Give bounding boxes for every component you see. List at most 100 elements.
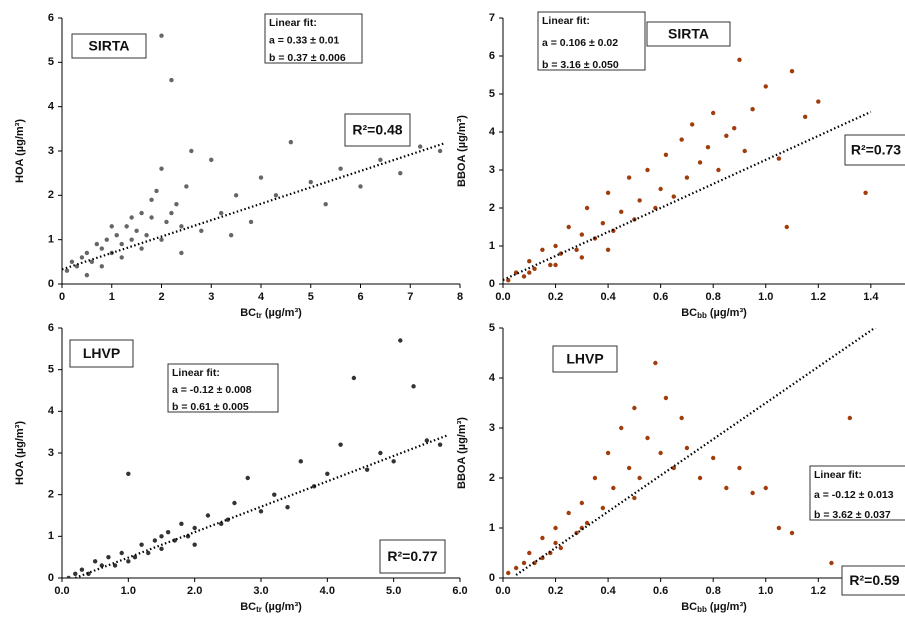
point bbox=[527, 270, 532, 275]
x-axis-label: BCtr (µg/m³) bbox=[240, 307, 302, 320]
x-axis-label: BCbb (µg/m³) bbox=[681, 601, 747, 614]
points bbox=[506, 328, 877, 576]
x-tick-label: 6.0 bbox=[452, 585, 467, 597]
point bbox=[94, 241, 100, 247]
point bbox=[129, 237, 134, 242]
point bbox=[619, 425, 624, 431]
point bbox=[437, 442, 443, 447]
fit-text: b = 3.16 ± 0.050 bbox=[542, 59, 619, 71]
x-label-main: BC bbox=[681, 601, 697, 613]
fit-text: b = 3.62 ± 0.037 bbox=[814, 509, 891, 521]
fit-text: Linear fit: bbox=[542, 15, 590, 27]
point bbox=[219, 210, 224, 216]
point bbox=[789, 530, 795, 536]
point bbox=[632, 495, 637, 501]
point bbox=[126, 471, 131, 477]
point bbox=[679, 137, 684, 142]
point bbox=[64, 268, 70, 273]
x-tick-label: 1.0 bbox=[758, 585, 773, 597]
point bbox=[159, 237, 164, 242]
r2-label: R²=0.59 bbox=[849, 572, 899, 588]
x-label-sub: tr bbox=[256, 605, 262, 614]
point bbox=[92, 559, 98, 564]
point bbox=[579, 500, 585, 506]
fit-text: a = -0.12 ± 0.008 bbox=[172, 384, 252, 396]
y-tick-label: 4 bbox=[489, 372, 496, 384]
point bbox=[521, 560, 527, 566]
point bbox=[540, 247, 545, 252]
point bbox=[152, 538, 158, 543]
point bbox=[172, 538, 177, 543]
site-box bbox=[71, 33, 147, 59]
y-tick-label: 3 bbox=[48, 447, 54, 459]
y-tick-label: 4 bbox=[48, 101, 55, 113]
x-tick-label: 3.0 bbox=[253, 585, 268, 597]
x-tick-label: 4.0 bbox=[320, 585, 335, 597]
point bbox=[513, 565, 519, 571]
point bbox=[724, 485, 729, 491]
panel: 0.0 0.2 0.4 0.6 0.8 1.0 1.2 1.4 0 1 2 3 4 5 6 7 BCbb (µg/… bbox=[456, 11, 905, 320]
point bbox=[566, 510, 571, 516]
point bbox=[579, 232, 585, 237]
x-label-sub: tr bbox=[256, 311, 262, 320]
y-tick-label: 3 bbox=[489, 164, 495, 176]
fit-text: Linear fit: bbox=[814, 469, 862, 481]
point bbox=[732, 126, 737, 131]
point bbox=[553, 262, 558, 268]
point bbox=[233, 193, 239, 198]
point bbox=[192, 525, 197, 531]
x-tick-label: 1.0 bbox=[121, 585, 136, 597]
point bbox=[66, 575, 71, 578]
y-tick-label: 1 bbox=[48, 530, 54, 542]
point bbox=[737, 465, 742, 471]
x-tick-label: 0.0 bbox=[54, 585, 69, 597]
y-tick-label: 2 bbox=[489, 472, 495, 484]
point bbox=[592, 475, 598, 481]
point bbox=[605, 450, 611, 456]
x-label-unit: (µg/m³) bbox=[265, 307, 302, 319]
point bbox=[134, 228, 139, 233]
point bbox=[658, 186, 663, 192]
point bbox=[521, 274, 527, 279]
point bbox=[398, 338, 403, 343]
point bbox=[209, 157, 214, 163]
point bbox=[338, 442, 343, 447]
point bbox=[579, 255, 585, 260]
x-tick-label: 6 bbox=[357, 291, 363, 303]
point bbox=[540, 535, 545, 541]
r2-label: R²=0.77 bbox=[387, 548, 437, 564]
point bbox=[626, 465, 632, 471]
point bbox=[159, 166, 164, 171]
x-tick-label: 0.2 bbox=[548, 291, 563, 303]
point bbox=[705, 145, 711, 150]
point bbox=[69, 259, 75, 265]
point bbox=[632, 405, 637, 411]
y-tick-label: 5 bbox=[48, 364, 54, 376]
point bbox=[742, 148, 747, 154]
point bbox=[185, 534, 191, 539]
site-label: LHVP bbox=[566, 351, 603, 367]
x-label-sub: bb bbox=[697, 605, 707, 614]
point bbox=[99, 563, 105, 568]
r2-label: R²=0.48 bbox=[352, 122, 402, 138]
site-box bbox=[646, 21, 731, 47]
y-tick-label: 3 bbox=[48, 145, 54, 157]
point bbox=[584, 205, 590, 211]
x-tick-label: 0.4 bbox=[600, 585, 616, 597]
point bbox=[169, 210, 174, 216]
point bbox=[79, 567, 85, 572]
y-axis-label: BBOA (µg/m³) bbox=[456, 417, 468, 489]
fit-text: a = 0.106 ± 0.02 bbox=[542, 37, 618, 49]
point bbox=[418, 144, 423, 149]
x-label-main: BC bbox=[681, 307, 697, 319]
point bbox=[165, 529, 171, 535]
point bbox=[124, 224, 129, 229]
points bbox=[503, 57, 872, 283]
point bbox=[109, 224, 114, 229]
x-tick-label: 2.0 bbox=[187, 585, 202, 597]
point bbox=[159, 546, 164, 552]
point bbox=[605, 190, 611, 195]
points bbox=[62, 33, 446, 278]
point bbox=[139, 246, 144, 251]
y-tick-label: 2 bbox=[48, 189, 54, 201]
